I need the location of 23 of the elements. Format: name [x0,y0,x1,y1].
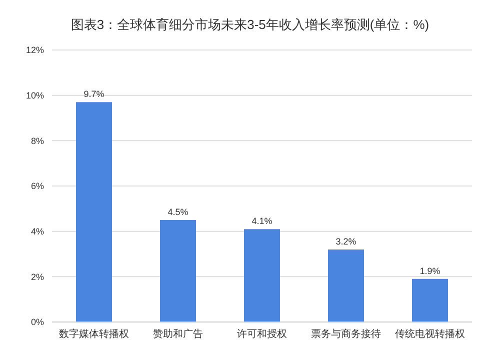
data-label: 4.5% [168,207,188,217]
y-tick-label: 12% [26,45,44,56]
x-tick-label: 许可和授权 [237,328,287,340]
x-tick-label: 票务与商务接待 [311,328,381,340]
x-tick-label: 赞助和广告 [153,328,203,340]
x-tick-label: 传统电视转播权 [395,328,465,340]
data-label: 9.7% [84,89,104,100]
y-tick-label: 4% [30,226,44,237]
bar [412,278,448,322]
y-tick-label: 6% [30,181,44,192]
y-tick-label: 2% [30,272,44,282]
bar [76,102,112,322]
data-label: 3.2% [336,236,356,246]
y-tick-label: 10% [26,90,44,101]
data-label: 4.1% [252,216,272,226]
bar [244,229,280,322]
data-label: 1.9% [420,266,440,276]
bar [160,220,196,322]
x-tick-label: 数字媒体转播权 [59,328,129,340]
y-tick-label: 0% [30,317,44,328]
chart-title: 图表3：全球体育细分市场未来3-5年收入增长率预测(单位：%) [70,16,430,34]
y-tick-label: 8% [30,136,44,146]
bar [328,249,364,322]
